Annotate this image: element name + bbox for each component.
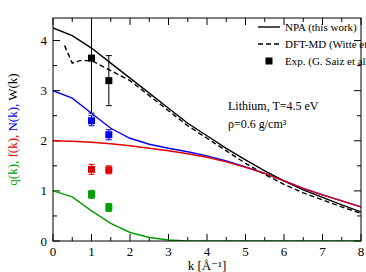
x-tick-top — [130, 18, 131, 25]
x-tick — [91, 234, 92, 241]
exp-point — [88, 117, 95, 124]
legend-swatch — [258, 43, 280, 44]
y-minor-tick — [53, 115, 57, 116]
exp-point — [88, 166, 95, 173]
x-tick-label: 4 — [204, 244, 211, 259]
y-minor-tick — [357, 165, 361, 166]
legend-swatch — [258, 26, 280, 27]
y-tick-label: 4 — [41, 33, 48, 48]
y-tick-label: 1 — [41, 183, 48, 198]
series-line — [53, 191, 361, 241]
y-minor-tick — [53, 65, 57, 66]
x-tick-top — [168, 18, 169, 25]
x-minor-tick — [149, 18, 150, 22]
series-line — [65, 46, 361, 214]
x-tick-label: 1 — [88, 244, 95, 259]
series-line — [53, 141, 361, 207]
exp-point — [88, 55, 95, 62]
x-minor-tick — [264, 18, 265, 22]
x-minor-tick — [72, 18, 73, 22]
x-minor-tick — [110, 237, 111, 241]
x-tick-label: 7 — [319, 244, 326, 259]
series-line — [53, 91, 361, 207]
y-tick — [53, 40, 60, 41]
y-minor-tick — [357, 115, 361, 116]
x-tick — [322, 234, 323, 241]
y-minor-tick — [53, 165, 57, 166]
x-tick — [130, 234, 131, 241]
exp-point — [105, 166, 112, 173]
x-tick — [284, 234, 285, 241]
annotation: Lithium, T=4.5 eV — [228, 99, 319, 113]
y-tick-right — [354, 140, 361, 141]
x-tick — [245, 234, 246, 241]
error-bar — [89, 164, 95, 174]
exp-point — [105, 131, 112, 138]
y-axis-label-part: q(k), — [5, 158, 20, 186]
x-tick-top — [245, 18, 246, 25]
error-bar — [89, 18, 95, 113]
x-tick — [207, 234, 208, 241]
x-tick-label: 0 — [50, 244, 57, 259]
error-bar — [106, 56, 112, 106]
annotation: ρ=0.6 g/cm³ — [228, 117, 287, 131]
error-bar — [106, 166, 112, 174]
exp-point — [105, 77, 112, 84]
y-tick-label: 0 — [41, 234, 48, 249]
frame — [53, 18, 361, 241]
x-minor-tick — [226, 18, 227, 22]
y-tick-right — [354, 90, 361, 91]
y-axis-label-part: W(k) — [5, 73, 20, 100]
error-bar — [89, 190, 95, 198]
x-tick-label: 6 — [281, 244, 288, 259]
x-minor-tick — [187, 18, 188, 22]
error-bar — [106, 130, 112, 140]
y-tick-right — [354, 190, 361, 191]
plot-area — [53, 18, 361, 241]
x-axis-label: k [Å⁻¹] — [188, 258, 227, 272]
chart: 01234567801234k [Å⁻¹]q(k), f(k), N(k), W… — [0, 0, 366, 272]
error-bar — [106, 203, 112, 211]
x-tick-label: 8 — [358, 244, 365, 259]
x-tick-top — [207, 18, 208, 25]
legend-swatch — [266, 58, 273, 65]
error-bar — [89, 116, 95, 126]
x-tick-label: 3 — [165, 244, 172, 259]
legend-label: Exp. (G. Saiz et al.) — [285, 55, 366, 68]
y-axis-label: q(k), f(k), N(k), W(k) — [5, 73, 20, 185]
exp-point — [105, 204, 112, 211]
x-minor-tick — [72, 237, 73, 241]
exp-point — [88, 191, 95, 198]
x-minor-tick — [110, 18, 111, 22]
y-minor-tick — [357, 215, 361, 216]
y-axis-label-part: f(k), — [5, 132, 20, 158]
y-axis-label-part: N(k), — [5, 101, 20, 132]
y-minor-tick — [53, 215, 57, 216]
x-tick-label: 2 — [127, 244, 134, 259]
x-tick-label: 5 — [242, 244, 249, 259]
y-tick-label: 2 — [41, 133, 48, 148]
legend-label: DFT-MD (Witte et al.) — [285, 38, 366, 51]
legend-label: NPA (this work) — [285, 21, 357, 34]
y-tick-label: 3 — [41, 83, 48, 98]
